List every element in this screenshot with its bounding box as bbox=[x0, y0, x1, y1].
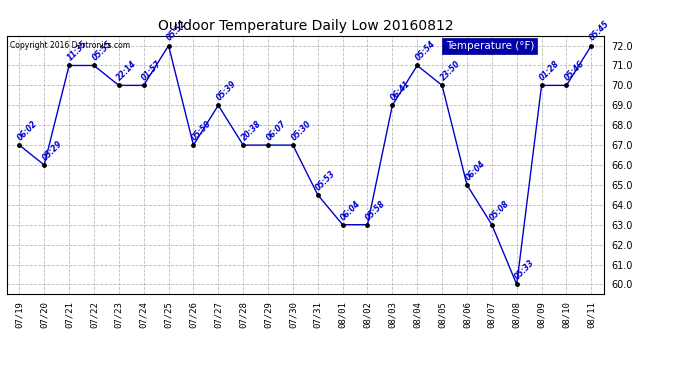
Text: 23:50: 23:50 bbox=[439, 59, 462, 82]
Text: 01:57: 01:57 bbox=[140, 59, 164, 82]
Text: 05:53: 05:53 bbox=[314, 169, 337, 192]
Text: 05:39: 05:39 bbox=[215, 79, 238, 102]
Text: 05:46: 05:46 bbox=[563, 59, 586, 82]
Text: 05:29: 05:29 bbox=[41, 139, 64, 162]
Text: 05:54: 05:54 bbox=[413, 39, 437, 63]
Text: 06:41: 06:41 bbox=[388, 79, 412, 102]
Text: 06:07: 06:07 bbox=[264, 119, 288, 142]
Text: 05:08: 05:08 bbox=[489, 199, 511, 222]
Text: 01:28: 01:28 bbox=[538, 59, 562, 82]
Text: 06:02: 06:02 bbox=[16, 119, 39, 142]
Text: 06:04: 06:04 bbox=[464, 159, 486, 182]
Text: 06:04: 06:04 bbox=[339, 199, 362, 222]
Text: 05:50: 05:50 bbox=[190, 119, 213, 142]
Text: Copyright 2016 Dartronics.com: Copyright 2016 Dartronics.com bbox=[10, 41, 130, 50]
Text: 20:38: 20:38 bbox=[239, 119, 263, 142]
Title: Outdoor Temperature Daily Low 20160812: Outdoor Temperature Daily Low 20160812 bbox=[157, 19, 453, 33]
Text: 05:33: 05:33 bbox=[513, 258, 536, 282]
Text: 11:35: 11:35 bbox=[66, 39, 89, 63]
Text: 05:55: 05:55 bbox=[90, 39, 114, 63]
Text: 05:58: 05:58 bbox=[364, 199, 387, 222]
Text: 22:14: 22:14 bbox=[115, 59, 139, 82]
Text: Temperature (°F): Temperature (°F) bbox=[446, 41, 534, 51]
Text: 05:52: 05:52 bbox=[165, 20, 188, 43]
Text: 05:30: 05:30 bbox=[289, 119, 313, 142]
Text: 05:45: 05:45 bbox=[588, 20, 611, 43]
